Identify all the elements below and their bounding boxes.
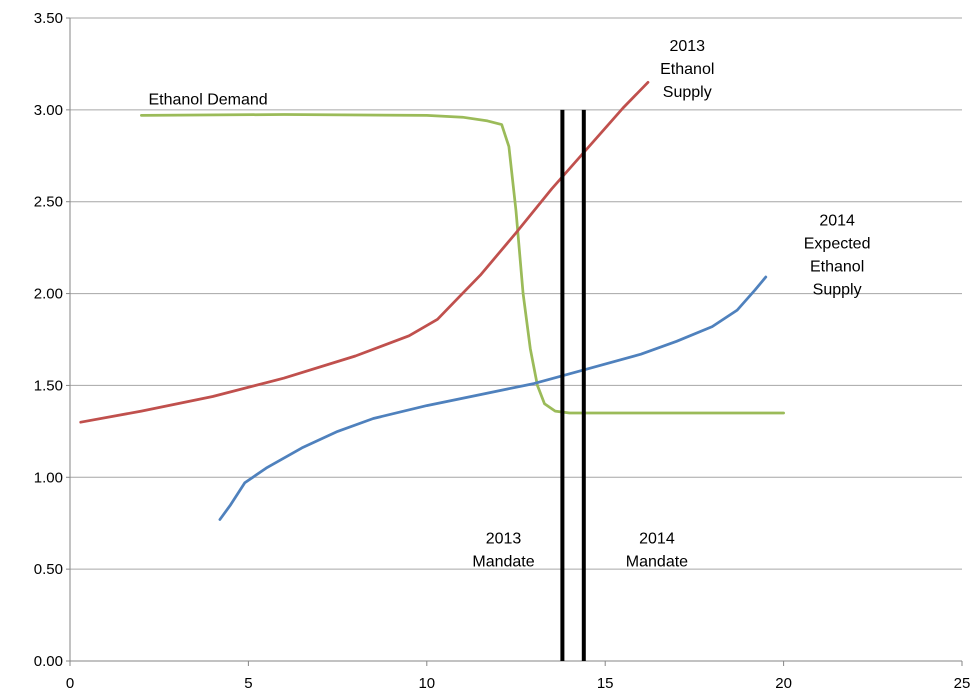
annotation-text: Mandate	[626, 553, 688, 570]
annotation-4: 2013 Mandate	[472, 530, 534, 570]
annotation-text: 2014	[819, 213, 855, 230]
y-tick-label: 2.00	[34, 286, 63, 303]
x-tick-label: 25	[954, 675, 971, 692]
annotation-text: Supply	[813, 282, 862, 299]
annotation-text: 2013	[486, 530, 522, 547]
annotation-text: Supply	[663, 84, 712, 101]
y-tick-label: 0.50	[34, 561, 63, 578]
annotation-text: Ethanol Demand	[148, 91, 267, 108]
y-tick-label: 3.00	[34, 102, 63, 119]
series-layer	[79, 80, 785, 661]
series-line-1	[140, 113, 785, 415]
x-tick-label: 10	[418, 675, 435, 692]
x-tick-label: 5	[244, 675, 252, 692]
annotation-text: 2014	[639, 530, 675, 547]
annotation-2: 2013 Ethanol Supply	[660, 38, 714, 101]
y-tick-label: 1.50	[34, 377, 63, 394]
series-line-3	[218, 275, 768, 521]
annotation-text: Mandate	[472, 553, 534, 570]
y-tick-label: 0.00	[34, 653, 63, 670]
annotations: Ethanol Demand 2013 Ethanol Supply 2014 Expec…	[148, 38, 870, 570]
y-tick-label: 1.00	[34, 469, 63, 486]
annotation-text: 2013	[669, 38, 705, 55]
annotation-text: Ethanol	[810, 259, 864, 276]
x-tick-label: 20	[775, 675, 792, 692]
annotation-3: 2014 Expected Ethanol Supply	[804, 213, 871, 299]
x-tick-label: 15	[597, 675, 614, 692]
x-tick-label: 0	[66, 675, 74, 692]
annotation-text: Expected	[804, 236, 871, 253]
y-tick-label: 3.50	[34, 10, 63, 27]
y-tick-label: 2.50	[34, 194, 63, 211]
series-line-2	[79, 80, 650, 424]
annotation-5: 2014 Mandate	[626, 530, 688, 570]
annotation-text: Ethanol	[660, 61, 714, 78]
axes: 0.00 0.50 1.00 1.50 2.00 2.50 3.00 3.50 0 5 10 15 20…	[34, 10, 971, 692]
annotation-1: Ethanol Demand	[148, 91, 267, 108]
